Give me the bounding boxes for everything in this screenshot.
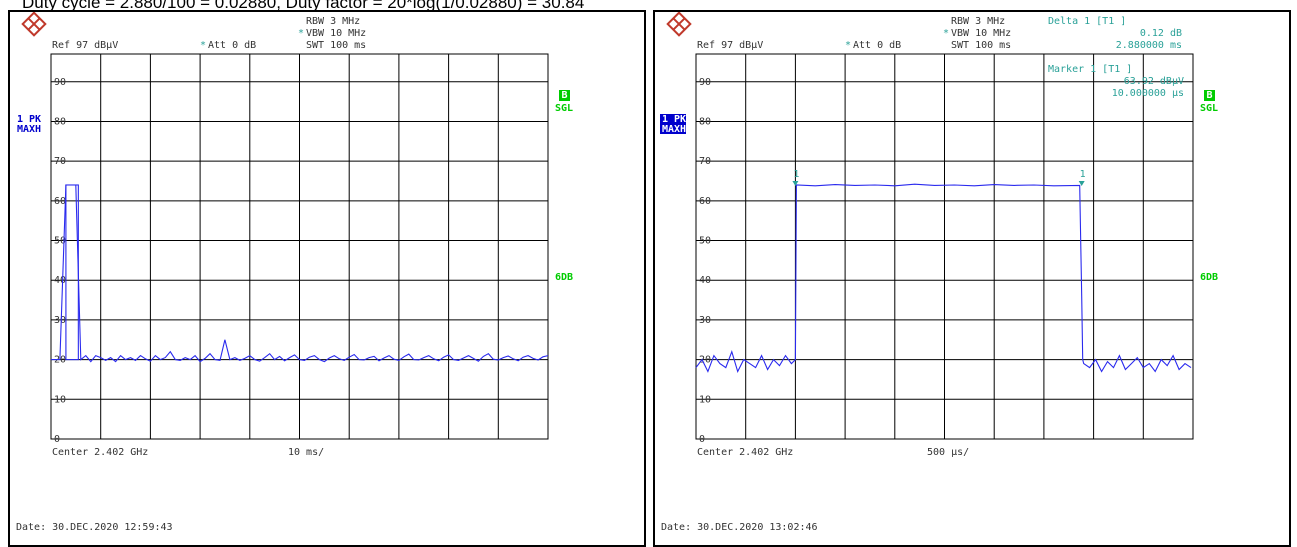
- y-tick-label: 40: [699, 275, 711, 286]
- marker-box-title: Marker 1 [T1 ]: [1048, 64, 1132, 75]
- trace-badge-box: [15, 114, 41, 134]
- marker-triangle: [1078, 180, 1085, 186]
- sgl-badge-label: SGL: [1200, 103, 1218, 114]
- y-tick-label: 30: [699, 315, 711, 326]
- trace-badge-mode: 1 PK: [662, 114, 686, 125]
- sgl-badge-letter: B: [1206, 90, 1212, 101]
- spectrum-panel-left: RBW 3 MHz * VBW 10 MHz SWT 100 ms Ref 97 dBµ…: [8, 10, 646, 547]
- trace-badge-box: [660, 114, 686, 134]
- attenuation-label: Att 0 dB: [208, 40, 256, 51]
- y-tick-label: 90: [54, 77, 66, 88]
- display-line-label: 6DB: [555, 272, 573, 283]
- rs-logo-icon: [666, 12, 692, 37]
- marker-box-value: 63.92 dBµV: [1124, 76, 1184, 87]
- y-tick-label: 60: [54, 196, 66, 207]
- vbw-label: VBW 10 MHz: [306, 28, 366, 39]
- rbw-label: RBW 3 MHz: [306, 16, 360, 27]
- ref-level-label: Ref 97 dBµV: [697, 40, 763, 51]
- swt-label: SWT 100 ms: [306, 40, 366, 51]
- y-tick-label: 80: [699, 116, 711, 127]
- vbw-star: *: [943, 28, 949, 39]
- span-per-division-label: 10 ms/: [288, 447, 324, 458]
- duty-cycle-caption: Duty cycle = 2.880/100 = 0.02880, Duty f…: [22, 0, 585, 12]
- center-frequency-label: Center 2.402 GHz: [52, 447, 148, 458]
- trace-badge-detector: MAXH: [17, 124, 41, 135]
- y-tick-label: 0: [699, 434, 705, 445]
- trace-badge-detector: MAXH: [662, 124, 686, 135]
- sgl-badge-box: [1204, 90, 1215, 101]
- y-tick-label: 50: [54, 236, 66, 247]
- attenuation-label: Att 0 dB: [853, 40, 901, 51]
- y-tick-label: 40: [54, 275, 66, 286]
- span-per-division-label: 500 µs/: [927, 447, 969, 458]
- y-tick-label: 70: [699, 156, 711, 167]
- pulse-outline: [65, 184, 79, 361]
- sgl-badge-label: SGL: [555, 103, 573, 114]
- trace-line: [695, 183, 1192, 373]
- trace-badge-mode: 1 PK: [17, 114, 41, 125]
- spectrum-panel-right: RBW 3 MHz * VBW 10 MHz SWT 100 ms Ref 97 dBµ…: [653, 10, 1291, 547]
- rs-logo-icon: [21, 12, 47, 37]
- vbw-star: *: [298, 28, 304, 39]
- y-tick-label: 70: [54, 156, 66, 167]
- marker-label: 1: [1080, 169, 1086, 180]
- y-tick-label: 30: [54, 315, 66, 326]
- att-star: *: [845, 40, 851, 51]
- y-tick-label: 20: [699, 355, 711, 366]
- y-tick-label: 0: [54, 434, 60, 445]
- y-tick-label: 50: [699, 236, 711, 247]
- y-tick-label: 90: [699, 77, 711, 88]
- sgl-badge-box: [559, 90, 570, 101]
- delta-marker-time: 2.880000 ms: [1116, 40, 1182, 51]
- trace-line: [51, 184, 549, 363]
- marker-box-time: 10.000000 µs: [1112, 88, 1184, 99]
- y-tick-label: 60: [699, 196, 711, 207]
- y-tick-label: 10: [54, 394, 66, 405]
- center-frequency-label: Center 2.402 GHz: [697, 447, 793, 458]
- delta-marker-value: 0.12 dB: [1140, 28, 1182, 39]
- att-star: *: [200, 40, 206, 51]
- display-line-label: 6DB: [1200, 272, 1218, 283]
- vbw-label: VBW 10 MHz: [951, 28, 1011, 39]
- marker-label: 1: [793, 169, 799, 180]
- ref-level-label: Ref 97 dBµV: [52, 40, 118, 51]
- swt-label: SWT 100 ms: [951, 40, 1011, 51]
- delta-marker-title: Delta 1 [T1 ]: [1048, 16, 1126, 27]
- y-tick-label: 10: [699, 394, 711, 405]
- marker-triangle: [792, 180, 799, 186]
- date-label: Date: 30.DEC.2020 12:59:43: [16, 522, 173, 533]
- sgl-badge-letter: B: [561, 90, 567, 101]
- y-tick-label: 80: [54, 116, 66, 127]
- rbw-label: RBW 3 MHz: [951, 16, 1005, 27]
- date-label: Date: 30.DEC.2020 13:02:46: [661, 522, 818, 533]
